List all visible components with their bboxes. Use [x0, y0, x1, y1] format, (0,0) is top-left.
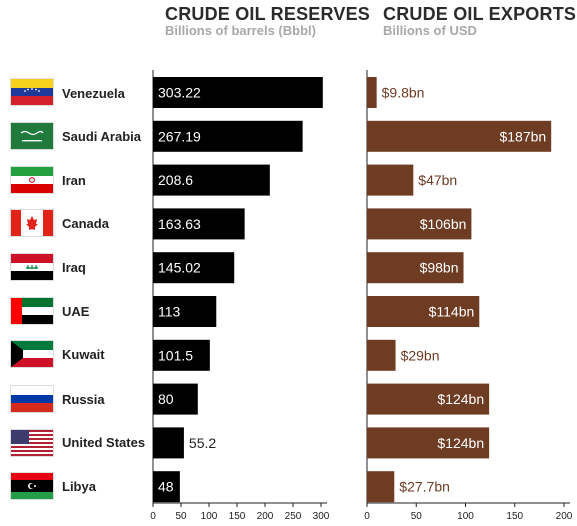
reserves-bar-label: 101.5 [158, 347, 193, 363]
reserves-tick-label: 250 [285, 511, 302, 522]
exports-bar-label: $98bn [420, 260, 459, 276]
exports-tick-label: 100 [457, 511, 474, 522]
exports-bar-label: $47bn [418, 172, 457, 188]
country-label: Russia [62, 392, 105, 407]
reserves-bar [153, 252, 235, 284]
exports-bar-label: $114bn [429, 304, 475, 320]
reserves-bar-label: 267.19 [158, 128, 201, 144]
united-states-flag-icon [11, 430, 53, 456]
country-label: UAE [62, 304, 90, 319]
reserves-bar [153, 164, 270, 196]
reserves-bar [153, 120, 303, 152]
exports-bar [367, 427, 490, 459]
reserves-bar-label: 48 [158, 479, 174, 495]
reserves-subtitle: Billions of barrels (Bbbl) [165, 23, 316, 38]
kuwait-flag-icon [11, 341, 53, 367]
reserves-tick-label: 0 [150, 511, 156, 522]
exports-tick-label: 150 [506, 511, 523, 522]
reserves-bar-label: 208.6 [158, 172, 193, 188]
exports-bar [367, 383, 490, 415]
exports-bar-label: $106bn [420, 216, 467, 232]
exports-bar-label: $27.7bn [399, 479, 450, 495]
country-label: Iraq [62, 260, 86, 275]
exports-bar [367, 471, 395, 503]
country-label: Saudi Arabia [62, 129, 141, 144]
canada-flag-icon [11, 210, 53, 236]
exports-bar-label: $124bn [437, 391, 484, 407]
uae-flag-icon [11, 298, 53, 324]
reserves-bar [153, 339, 210, 371]
saudi-arabia-flag-icon [11, 123, 53, 149]
iran-flag-icon [11, 167, 53, 193]
country-label: United States [62, 435, 146, 450]
reserves-tick-label: 100 [201, 511, 218, 522]
reserves-bar [153, 427, 184, 459]
reserves-bar [153, 296, 217, 327]
reserves-bar-label: 145.02 [158, 260, 201, 276]
exports-tick-label: 200 [556, 511, 573, 522]
reserves-title: CRUDE OIL RESERVES [165, 4, 370, 24]
exports-bar [367, 120, 552, 152]
reserves-bar-label: 163.63 [158, 216, 201, 232]
reserves-tick-label: 150 [229, 511, 246, 522]
exports-bar [367, 252, 464, 284]
reserves-tick-label: 200 [257, 511, 274, 522]
iraq-flag-icon [11, 254, 53, 280]
reserves-tick-label: 300 [313, 511, 330, 522]
country-label: Kuwait [62, 347, 105, 362]
venezuela-flag-icon [11, 79, 53, 105]
reserves-bar [153, 383, 198, 415]
exports-bar [367, 296, 480, 327]
country-label: Canada [62, 216, 109, 231]
country-label: Libya [62, 479, 96, 494]
reserves-bar-label: 55.2 [189, 435, 216, 451]
exports-bar [367, 164, 414, 196]
libya-flag-icon [11, 473, 53, 499]
exports-tick-label: 0 [364, 511, 370, 522]
reserves-bar-label: 113 [158, 304, 181, 320]
russia-flag-icon [11, 386, 53, 412]
reserves-bar-label: 303.22 [158, 85, 201, 101]
exports-bar [367, 208, 472, 240]
country-label: Venezuela [62, 86, 125, 101]
exports-bar-label: $124bn [437, 435, 484, 451]
reserves-bar-label: 80 [158, 391, 174, 407]
reserves-bar [153, 77, 323, 108]
reserves-bar [153, 471, 180, 503]
exports-bar-label: $9.8bn [382, 85, 425, 101]
exports-title: CRUDE OIL EXPORTS [383, 4, 577, 24]
country-label: Iran [62, 173, 86, 188]
reserves-bar [153, 208, 245, 240]
exports-bar-label: $29bn [401, 347, 440, 363]
exports-subtitle: Billions of USD [383, 23, 477, 38]
exports-tick-label: 50 [411, 511, 423, 522]
exports-bar [367, 77, 377, 108]
exports-bar-label: $187bn [499, 128, 546, 144]
exports-bar [367, 339, 396, 371]
reserves-tick-label: 50 [175, 511, 187, 522]
